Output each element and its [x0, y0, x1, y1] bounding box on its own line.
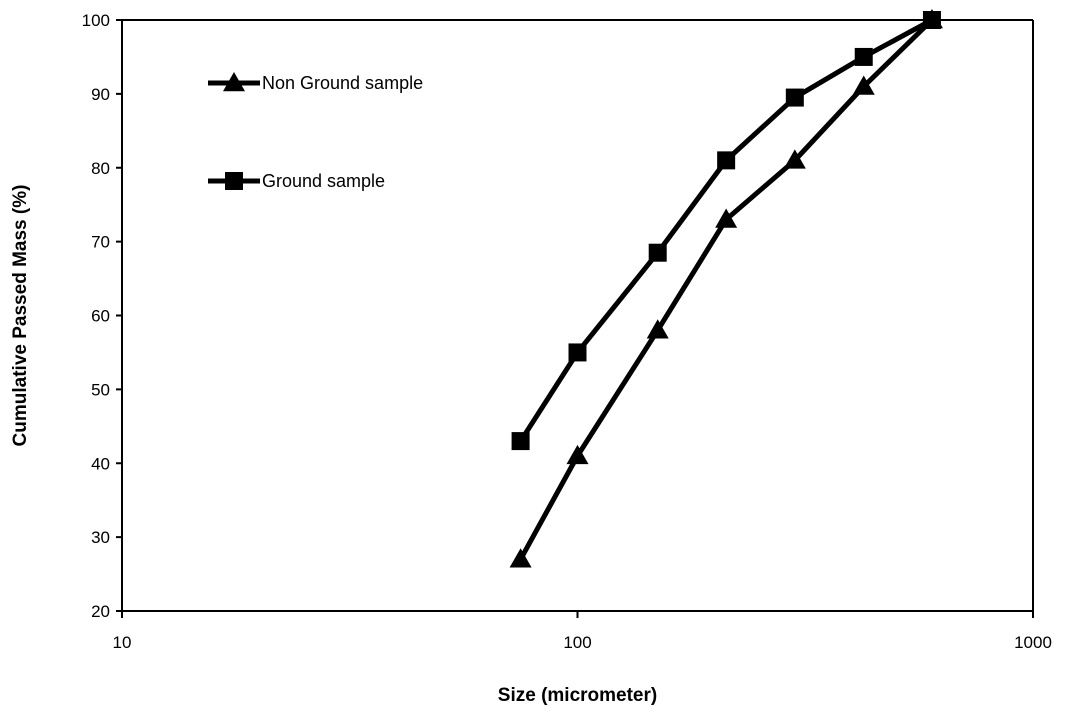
- y-tick-label: 50: [91, 380, 110, 399]
- series-0: [509, 9, 943, 568]
- x-axis-title: Size (micrometer): [498, 685, 657, 706]
- x-tick-label: 100: [563, 633, 591, 652]
- y-tick-label: 30: [91, 528, 110, 547]
- triangle-marker: [646, 319, 669, 339]
- triangle-marker: [715, 208, 738, 228]
- triangle-marker: [783, 149, 806, 169]
- triangle-marker: [509, 548, 532, 568]
- y-tick-label: 70: [91, 233, 110, 252]
- legend: Non Ground sample Ground sample: [208, 72, 423, 191]
- ticks: 20 30 40 50 60 70 80 90 100 10 100 1000: [82, 11, 1052, 652]
- y-axis-title: Cumulative Passed Mass (%): [10, 185, 31, 447]
- legend-item-0: Non Ground sample: [208, 72, 423, 93]
- square-marker: [648, 243, 667, 262]
- legend-square-marker: [225, 172, 243, 190]
- square-marker: [854, 47, 873, 66]
- legend-label: Ground sample: [262, 171, 385, 191]
- square-marker: [568, 343, 587, 362]
- y-tick-label: 20: [91, 602, 110, 621]
- square-marker: [922, 11, 941, 29]
- y-tick-label: 80: [91, 159, 110, 178]
- triangle-marker: [566, 444, 589, 465]
- square-marker: [785, 88, 804, 107]
- legend-item-1: Ground sample: [208, 171, 385, 191]
- y-tick-label: 100: [82, 11, 110, 30]
- axes: [121, 19, 1034, 612]
- series-layer: [509, 9, 943, 568]
- x-tick-label: 1000: [1014, 633, 1052, 652]
- x-tick-label: 10: [113, 633, 132, 652]
- square-marker: [717, 151, 736, 170]
- series-1: [511, 11, 941, 451]
- series-line: [518, 18, 934, 561]
- legend-triangle-marker: [223, 72, 245, 92]
- square-marker: [511, 432, 530, 451]
- y-tick-label: 40: [91, 454, 110, 473]
- y-tick-label: 90: [91, 85, 110, 104]
- y-tick-label: 60: [91, 307, 110, 326]
- triangle-marker: [852, 75, 875, 95]
- legend-label: Non Ground sample: [262, 73, 423, 93]
